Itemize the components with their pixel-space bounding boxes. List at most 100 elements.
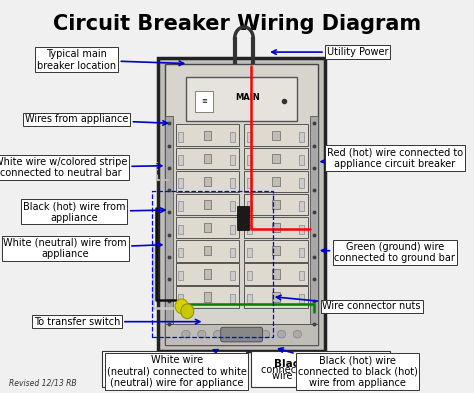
Bar — [102, 351, 246, 387]
Bar — [310, 116, 318, 331]
Bar — [153, 191, 273, 337]
Text: White wire w/colored stripe
connected to neutral bar: White wire w/colored stripe connected to… — [0, 157, 162, 178]
Bar — [203, 177, 211, 186]
Text: Red (hot) wire connected to
appliance circuit breaker: Red (hot) wire connected to appliance ci… — [321, 147, 463, 169]
Bar — [230, 271, 235, 280]
Bar — [272, 177, 280, 186]
Bar — [176, 240, 239, 262]
Bar — [299, 178, 304, 188]
Text: Revised 12/13 RB: Revised 12/13 RB — [9, 378, 77, 387]
Text: Black (hot) wire from
appliance: Black (hot) wire from appliance — [23, 201, 165, 223]
Bar — [299, 294, 304, 303]
Bar — [176, 194, 239, 215]
Bar — [247, 294, 252, 303]
Bar — [245, 171, 308, 192]
Bar — [176, 217, 239, 239]
Bar — [230, 224, 235, 234]
Bar — [195, 90, 213, 112]
Bar — [245, 263, 308, 285]
Bar — [179, 248, 183, 257]
Bar — [176, 263, 239, 285]
Bar — [272, 223, 280, 232]
Bar — [272, 269, 280, 279]
Bar — [272, 292, 280, 302]
Bar — [230, 178, 235, 188]
Bar — [299, 202, 304, 211]
Bar — [230, 202, 235, 211]
Bar — [299, 271, 304, 280]
Text: White (neutral) wire from
appliance: White (neutral) wire from appliance — [3, 238, 162, 259]
Text: To transfer switch: To transfer switch — [34, 317, 200, 327]
Text: Circuit Breaker Wiring Diagram: Circuit Breaker Wiring Diagram — [53, 13, 421, 33]
Text: MAIN: MAIN — [235, 92, 260, 101]
Bar — [179, 178, 183, 188]
Text: wire from appliance: wire from appliance — [272, 371, 369, 381]
Bar — [203, 246, 211, 255]
Text: Wire connector nuts: Wire connector nuts — [276, 295, 421, 311]
Bar — [245, 148, 308, 169]
Text: ≡: ≡ — [201, 98, 207, 105]
Bar — [186, 77, 297, 121]
Ellipse shape — [293, 331, 301, 338]
Bar — [237, 206, 248, 230]
Ellipse shape — [175, 299, 188, 314]
Bar — [176, 286, 239, 308]
Text: Black (hot) wire
connected to black (hot)
wire from appliance: Black (hot) wire connected to black (hot… — [279, 348, 418, 388]
Bar — [247, 248, 252, 257]
Bar — [247, 271, 252, 280]
Bar — [165, 64, 319, 345]
Bar — [272, 130, 280, 140]
Bar — [245, 286, 308, 308]
Text: (neutral) wire for appliance: (neutral) wire for appliance — [108, 371, 241, 381]
Bar — [245, 217, 308, 239]
Bar — [247, 202, 252, 211]
Bar — [272, 246, 280, 255]
Text: Typical main
breaker location: Typical main breaker location — [37, 49, 183, 71]
Text: White wire: White wire — [142, 359, 206, 369]
Bar — [247, 155, 252, 165]
Bar — [176, 148, 239, 169]
Bar — [179, 202, 183, 211]
Text: Utility Power: Utility Power — [272, 47, 389, 57]
Bar — [245, 194, 308, 215]
Ellipse shape — [237, 329, 247, 340]
Bar — [179, 294, 183, 303]
Text: White wire
(neutral) connected to white
(neutral) wire for appliance: White wire (neutral) connected to white … — [107, 350, 246, 388]
Bar — [165, 116, 173, 331]
Bar — [203, 200, 211, 209]
Bar — [179, 224, 183, 234]
Ellipse shape — [277, 331, 286, 338]
Bar — [203, 223, 211, 232]
Ellipse shape — [261, 331, 270, 338]
Bar — [299, 155, 304, 165]
Bar — [203, 130, 211, 140]
Bar — [247, 178, 252, 188]
FancyBboxPatch shape — [221, 327, 263, 342]
Ellipse shape — [198, 331, 206, 338]
Ellipse shape — [182, 331, 190, 338]
Bar — [272, 154, 280, 163]
Bar — [299, 248, 304, 257]
Text: Wires from appliance: Wires from appliance — [25, 114, 167, 125]
Ellipse shape — [246, 331, 254, 338]
Bar — [272, 200, 280, 209]
Bar — [158, 58, 325, 351]
Text: connected to black (hot): connected to black (hot) — [261, 365, 381, 375]
Text: Green (ground) wire
connected to ground bar: Green (ground) wire connected to ground … — [321, 242, 456, 263]
Text: Black (hot) wire: Black (hot) wire — [273, 359, 367, 369]
Ellipse shape — [181, 304, 194, 319]
Bar — [299, 132, 304, 142]
Bar — [245, 240, 308, 262]
Bar — [203, 292, 211, 302]
Bar — [230, 132, 235, 142]
Bar — [299, 224, 304, 234]
Bar — [247, 224, 252, 234]
Bar — [230, 155, 235, 165]
Bar — [251, 351, 390, 387]
Bar — [179, 132, 183, 142]
Ellipse shape — [214, 331, 222, 338]
Text: (neutral) connected to white: (neutral) connected to white — [104, 365, 244, 375]
Bar — [230, 294, 235, 303]
Bar — [245, 125, 308, 146]
Bar — [176, 125, 239, 146]
